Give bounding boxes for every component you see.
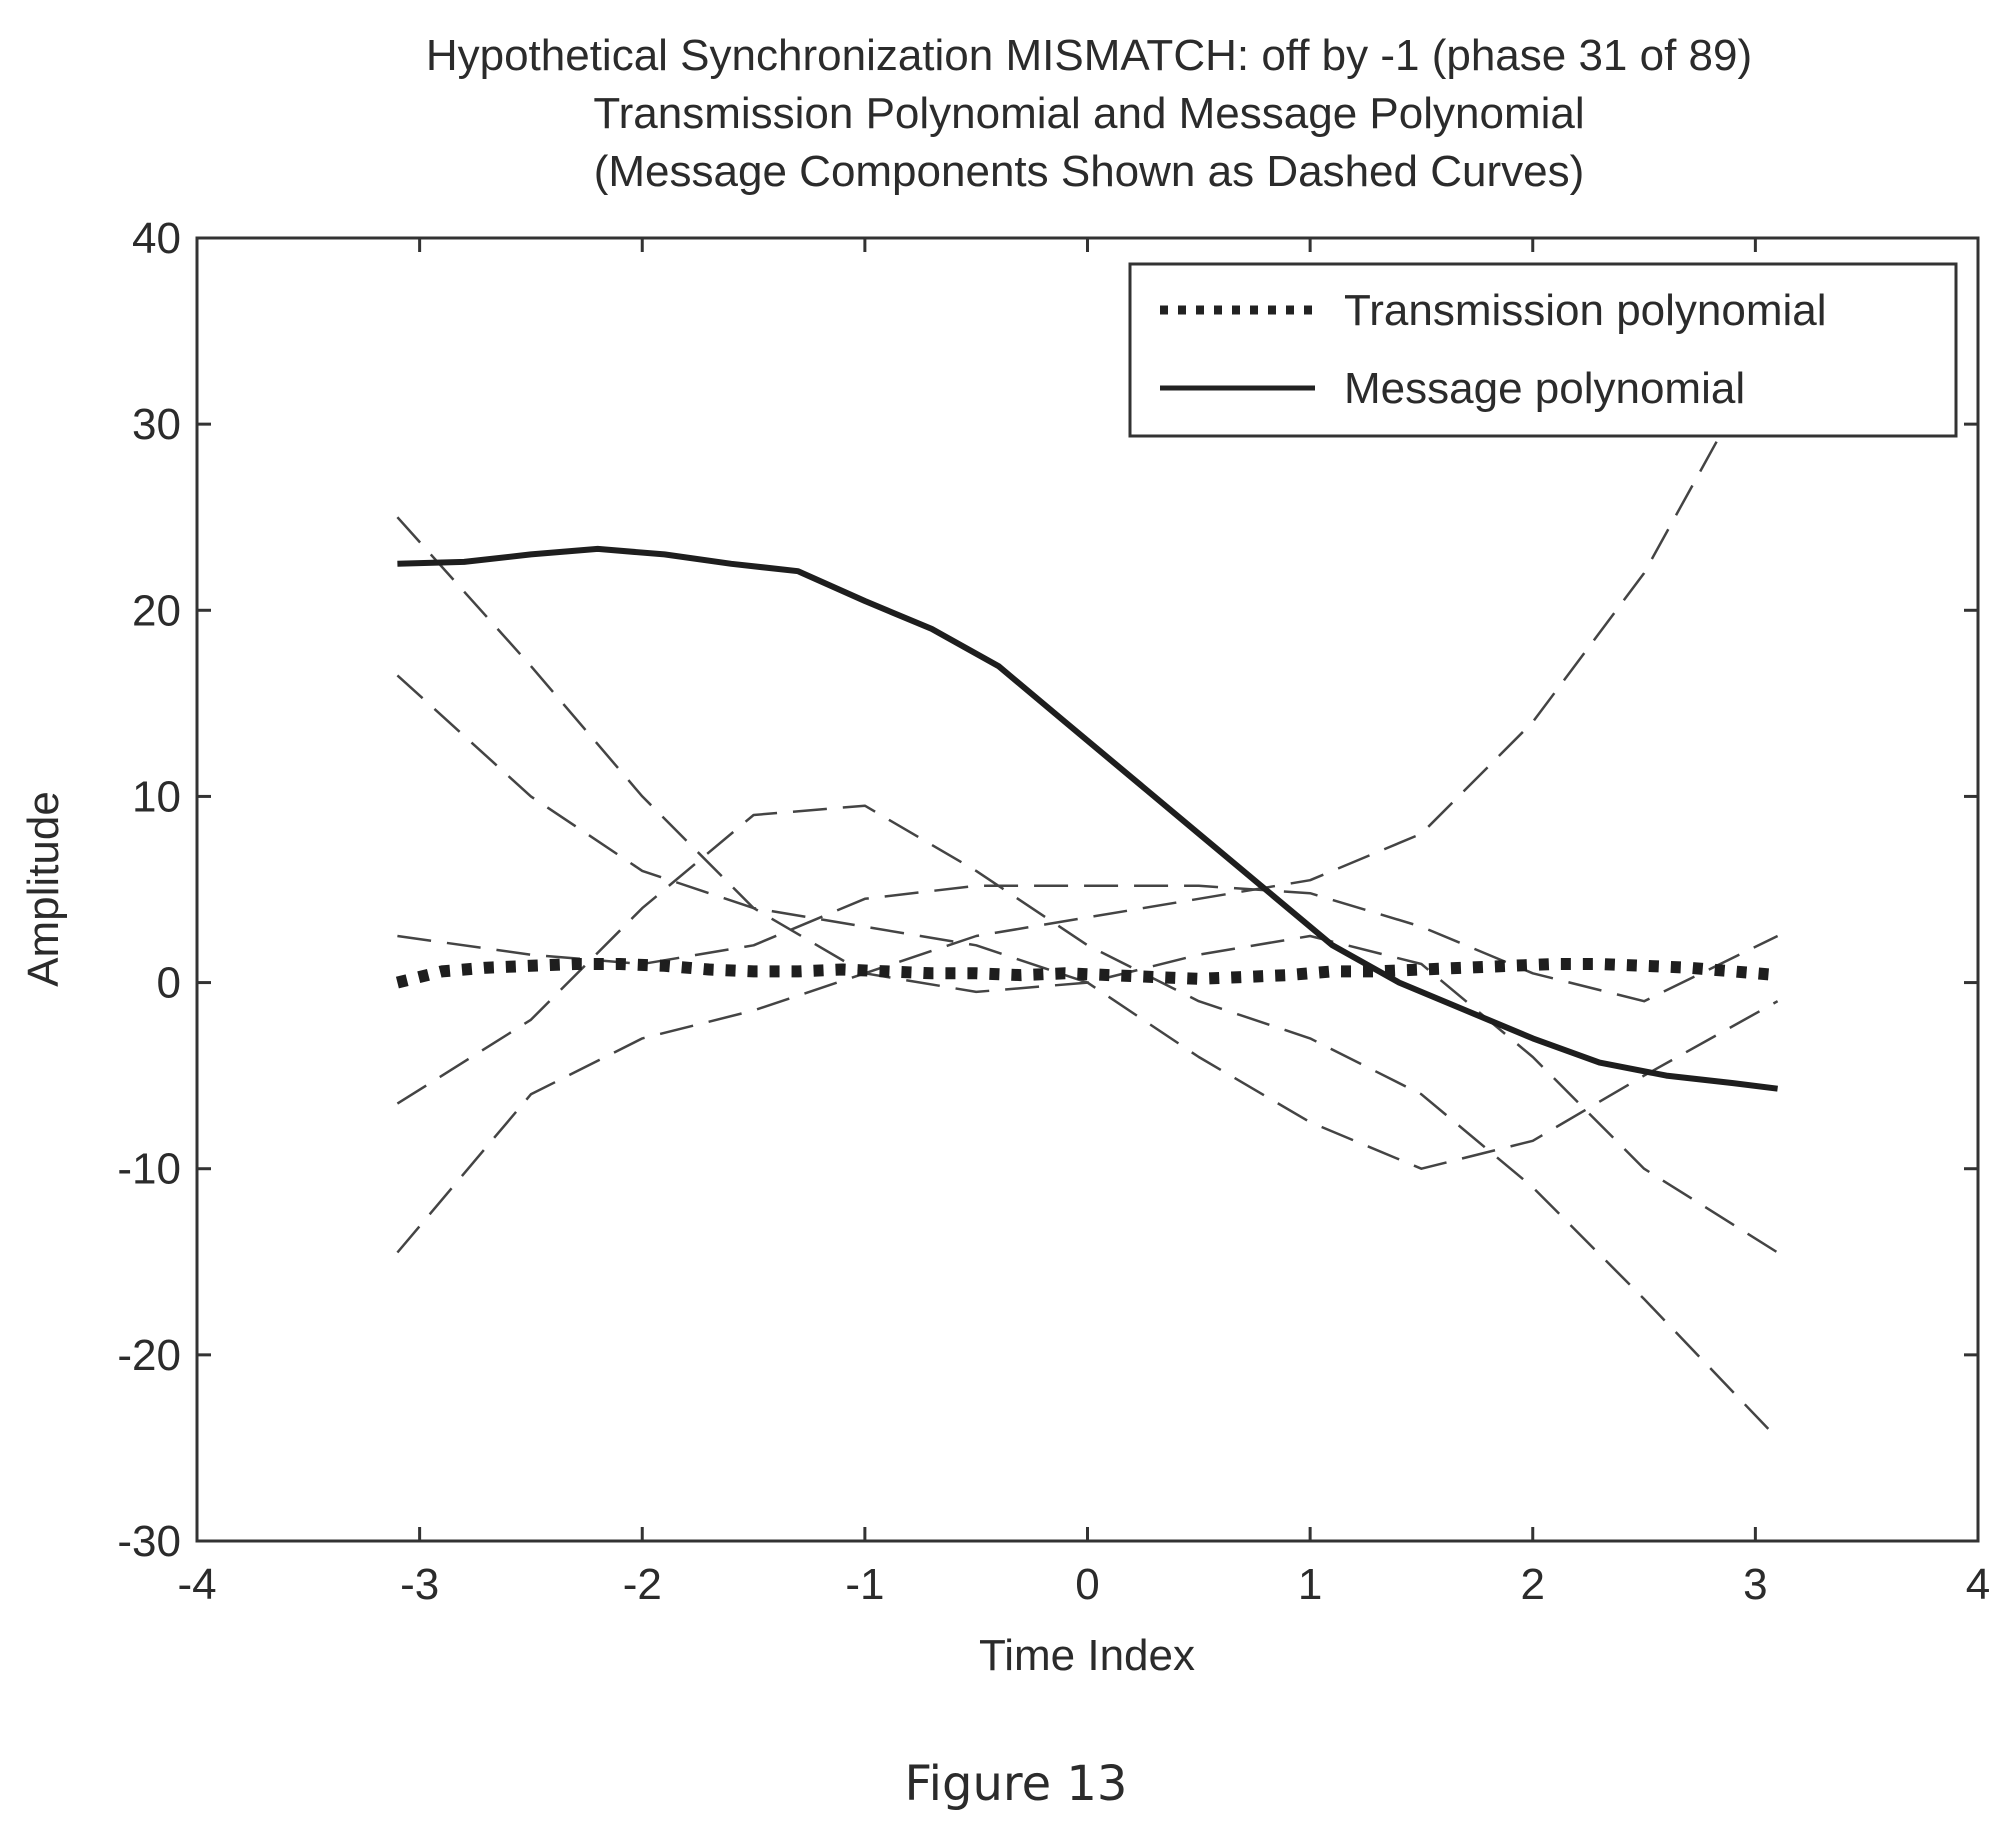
x-tick-label: -4 — [177, 1560, 216, 1609]
message-component-3-dashed-line — [396, 674, 1779, 1170]
title-line-3: (Message Components Shown as Dashed Curv… — [594, 147, 1584, 196]
data-layer — [395, 330, 1779, 1440]
legend-box — [1128, 262, 1958, 438]
x-tick-label: -1 — [845, 1560, 884, 1609]
x-axis-label: Time Index — [979, 1631, 1195, 1680]
chart-title: Hypothetical Synchronization MISMATCH: o… — [426, 31, 1752, 196]
y-tick-label: 40 — [132, 214, 181, 263]
x-tick-label: 0 — [1075, 1560, 1099, 1609]
message-component-5-dashed-line — [396, 804, 1779, 1440]
message-component-4-dashed-line — [396, 330, 1779, 1254]
y-tick-label: -30 — [117, 1517, 181, 1566]
legend-label-transmission: Transmission polynomial — [1344, 286, 1827, 335]
legend-label-message: Message polynomial — [1344, 364, 1745, 413]
x-tick-label: 4 — [1966, 1560, 1990, 1609]
figure-caption: Figure 13 — [905, 1756, 1128, 1812]
x-tick-label: 3 — [1743, 1560, 1767, 1609]
title-line-2: Transmission Polynomial and Message Poly… — [593, 89, 1584, 138]
y-tick-label: -20 — [117, 1331, 181, 1380]
transmission-polynomial-line — [395, 958, 1779, 989]
x-tick-label: 1 — [1298, 1560, 1322, 1609]
x-tick-label: -3 — [400, 1560, 439, 1609]
y-tick-label: 0 — [157, 959, 181, 1008]
y-axis-label: Amplitude — [19, 791, 68, 987]
y-tick-label: 20 — [132, 586, 181, 635]
x-tick-label: 2 — [1521, 1560, 1545, 1609]
title-line-1: Hypothetical Synchronization MISMATCH: o… — [426, 31, 1752, 80]
y-tick-label: 10 — [132, 772, 181, 821]
legend: Transmission polynomial Message polynomi… — [1128, 262, 1958, 438]
message-component-6-dashed-line — [397, 884, 1779, 1003]
message-polynomial-line — [397, 545, 1778, 1092]
y-tick-label: -10 — [117, 1145, 181, 1194]
x-tick-label: -2 — [623, 1560, 662, 1609]
y-tick-label: 30 — [132, 400, 181, 449]
